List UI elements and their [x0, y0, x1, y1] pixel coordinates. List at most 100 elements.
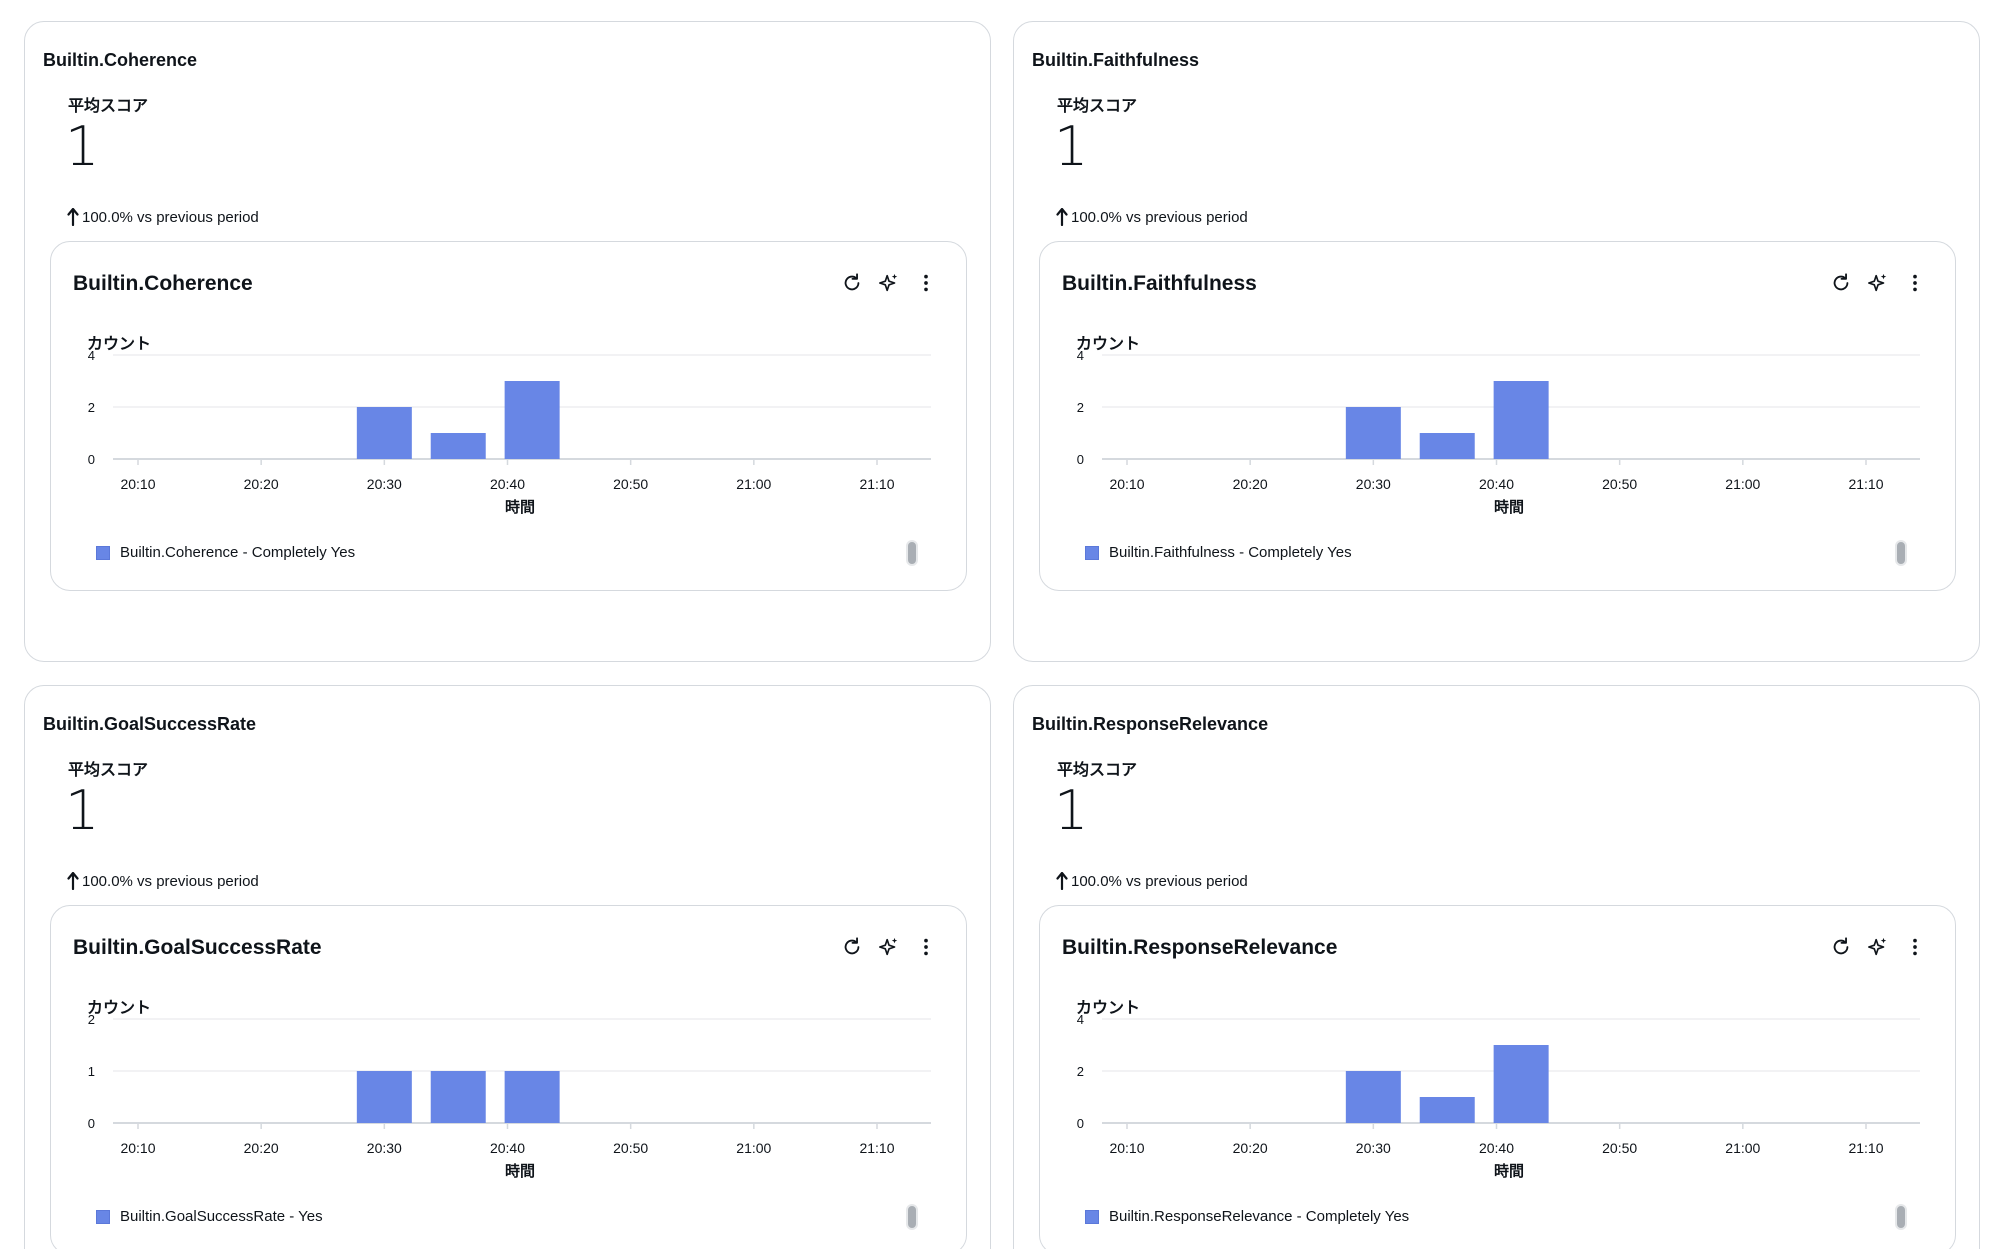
bar-chart: 0 2 4 20:10 20:20 20:30 20:40 20:50 21:00 21:10 時間	[1077, 1012, 1920, 1180]
x-tick-label: 20:50	[1602, 476, 1637, 492]
x-axis-title: 時間	[1494, 1162, 1524, 1180]
more-options-button[interactable]	[913, 270, 938, 295]
chart-legend[interactable]: Builtin.ResponseRelevance - Completely Y…	[1085, 1208, 1409, 1225]
y-tick-label: 4	[88, 348, 95, 363]
chart-legend[interactable]: Builtin.Coherence - Completely Yes	[96, 544, 355, 561]
refresh-icon	[844, 272, 859, 290]
card-title: Builtin.Faithfulness	[1032, 50, 1200, 70]
bar	[430, 433, 486, 459]
more-options-button[interactable]	[913, 934, 938, 959]
x-tick-label: 20:40	[490, 476, 525, 492]
legend-scrollbar[interactable]	[906, 1204, 918, 1230]
legend-swatch	[96, 1209, 110, 1224]
chart-actions	[839, 270, 938, 295]
x-tick-label: 21:10	[1848, 476, 1883, 492]
x-tick-label: 21:00	[1725, 476, 1760, 492]
legend-swatch	[96, 545, 110, 560]
card-title: Builtin.ResponseRelevance	[1032, 714, 1269, 734]
legend-scrollbar[interactable]	[1895, 540, 1907, 566]
chart-legend[interactable]: Builtin.GoalSuccessRate - Yes	[96, 1208, 323, 1225]
x-tick-label: 20:40	[1479, 476, 1514, 492]
y-tick-label: 0	[88, 1116, 95, 1131]
x-tick-label: 20:50	[1602, 1140, 1637, 1156]
chart-widget: Builtin.Coherence カウント 0 2 4 20:10 20:20 20:3…	[50, 241, 967, 591]
y-tick-label: 0	[88, 452, 95, 467]
x-tick-label: 20:30	[367, 1140, 402, 1156]
arrow-up-icon	[67, 208, 79, 226]
x-tick-label: 20:20	[1233, 1140, 1268, 1156]
delta-indicator: 100.0% vs previous period	[1056, 872, 1248, 890]
refresh-button[interactable]	[839, 934, 864, 959]
x-axis-title: 時間	[1494, 498, 1524, 516]
delta-indicator: 100.0% vs previous period	[67, 208, 259, 226]
average-score-value: 1	[65, 779, 100, 842]
y-tick-label: 2	[88, 1012, 95, 1027]
y-tick-label: 0	[1077, 452, 1084, 467]
x-tick-label: 20:20	[244, 1140, 279, 1156]
average-score-label: 平均スコア	[1057, 98, 1138, 115]
x-tick-label: 20:10	[1109, 1140, 1144, 1156]
chart-widget: Builtin.ResponseRelevance カウント 0 2 4 20:10 2…	[1039, 905, 1956, 1249]
average-score-value: 1	[1054, 779, 1089, 842]
delta-indicator: 100.0% vs previous period	[1056, 208, 1248, 226]
chart-legend[interactable]: Builtin.Faithfulness - Completely Yes	[1085, 544, 1352, 561]
metric-card-coherence: Builtin.Coherence 平均スコア 1 100.0% vs prev…	[24, 21, 991, 662]
legend-label: Builtin.ResponseRelevance - Completely Y…	[1109, 1208, 1410, 1225]
x-tick-label: 21:00	[1725, 1140, 1760, 1156]
x-tick-label: 20:20	[1233, 476, 1268, 492]
bar	[1419, 433, 1475, 459]
legend-scrollbar[interactable]	[1895, 1204, 1907, 1230]
refresh-button[interactable]	[1828, 934, 1853, 959]
chart-widget: Builtin.GoalSuccessRate カウント 0 1 2 20:10 20:…	[50, 905, 967, 1249]
bar	[356, 407, 412, 459]
metric-card-response-relevance: Builtin.ResponseRelevance 平均スコア 1 100.0%…	[1013, 685, 1980, 1249]
y-axis-title: カウント	[87, 1000, 152, 1017]
x-tick-label: 20:50	[613, 1140, 648, 1156]
ai-insights-button[interactable]	[876, 934, 901, 959]
legend-label: Builtin.Faithfulness - Completely Yes	[1109, 544, 1352, 561]
refresh-button[interactable]	[839, 270, 864, 295]
delta-text: 100.0% vs previous period	[82, 872, 259, 890]
y-axis-title: カウント	[1076, 336, 1141, 353]
x-tick-label: 21:00	[736, 476, 771, 492]
delta-text: 100.0% vs previous period	[1071, 872, 1248, 890]
y-axis-title: カウント	[87, 336, 152, 353]
chart-actions	[1828, 270, 1927, 295]
x-axis-title: 時間	[505, 1162, 535, 1180]
x-tick-label: 21:10	[1848, 1140, 1883, 1156]
bar	[1419, 1097, 1475, 1123]
chart-actions	[839, 934, 938, 959]
more-options-button[interactable]	[1902, 270, 1927, 295]
more-vertical-icon	[923, 274, 928, 291]
x-tick-label: 21:10	[859, 1140, 894, 1156]
ai-insights-button[interactable]	[1865, 934, 1890, 959]
delta-indicator: 100.0% vs previous period	[67, 872, 259, 890]
x-tick-label: 20:10	[120, 476, 155, 492]
delta-text: 100.0% vs previous period	[1071, 208, 1248, 226]
delta-text: 100.0% vs previous period	[82, 208, 259, 226]
ai-insights-button[interactable]	[876, 270, 901, 295]
y-tick-label: 2	[1077, 1064, 1084, 1079]
bar	[1493, 1045, 1549, 1123]
legend-swatch	[1085, 1209, 1099, 1224]
chart-title: Builtin.Faithfulness	[1062, 272, 1257, 295]
more-options-button[interactable]	[1902, 934, 1927, 959]
bar	[430, 1071, 486, 1123]
bar	[356, 1071, 412, 1123]
more-vertical-icon	[1912, 274, 1917, 291]
refresh-icon	[844, 936, 859, 954]
bar	[504, 1071, 560, 1123]
ai-insights-button[interactable]	[1865, 270, 1890, 295]
bar-chart: 0 2 4 20:10 20:20 20:30 20:40 20:50 21:00 21:10 時間	[1077, 348, 1920, 516]
x-tick-label: 20:30	[367, 476, 402, 492]
legend-label: Builtin.GoalSuccessRate - Yes	[120, 1208, 323, 1225]
metric-card-faithfulness: Builtin.Faithfulness 平均スコア 1 100.0% vs p…	[1013, 21, 1980, 662]
arrow-up-icon	[67, 872, 79, 890]
y-tick-label: 2	[1077, 400, 1084, 415]
legend-scrollbar[interactable]	[906, 540, 918, 566]
refresh-button[interactable]	[1828, 270, 1853, 295]
chart-actions	[1828, 934, 1927, 959]
x-tick-label: 20:40	[490, 1140, 525, 1156]
legend-swatch	[1085, 545, 1099, 560]
more-vertical-icon	[923, 938, 928, 955]
